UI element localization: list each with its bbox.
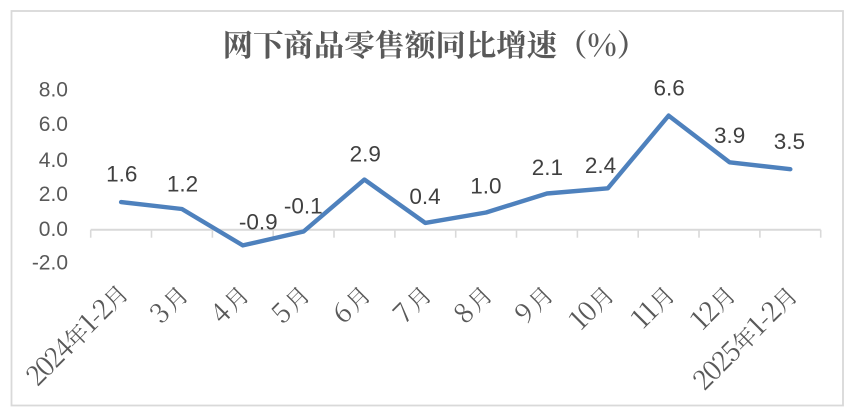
svg-text:2.0: 2.0	[39, 183, 68, 206]
svg-text:1.0: 1.0	[470, 173, 501, 198]
svg-text:0.0: 0.0	[39, 218, 68, 241]
svg-text:8.0: 8.0	[39, 79, 68, 102]
svg-text:6.0: 6.0	[39, 113, 68, 136]
svg-text:2.4: 2.4	[585, 153, 616, 178]
svg-text:4.0: 4.0	[39, 149, 68, 172]
svg-text:3.5: 3.5	[774, 129, 805, 154]
svg-text:-0.1: -0.1	[284, 194, 323, 219]
svg-text:2.1: 2.1	[532, 155, 563, 180]
svg-text:-2.0: -2.0	[32, 251, 68, 274]
svg-text:-0.9: -0.9	[239, 210, 278, 235]
svg-text:1.6: 1.6	[106, 161, 137, 186]
svg-text:2.9: 2.9	[350, 142, 381, 167]
svg-text:6.6: 6.6	[654, 75, 685, 100]
svg-text:0.4: 0.4	[409, 184, 440, 209]
svg-text:3.9: 3.9	[714, 123, 745, 148]
svg-text:1.2: 1.2	[167, 172, 198, 197]
